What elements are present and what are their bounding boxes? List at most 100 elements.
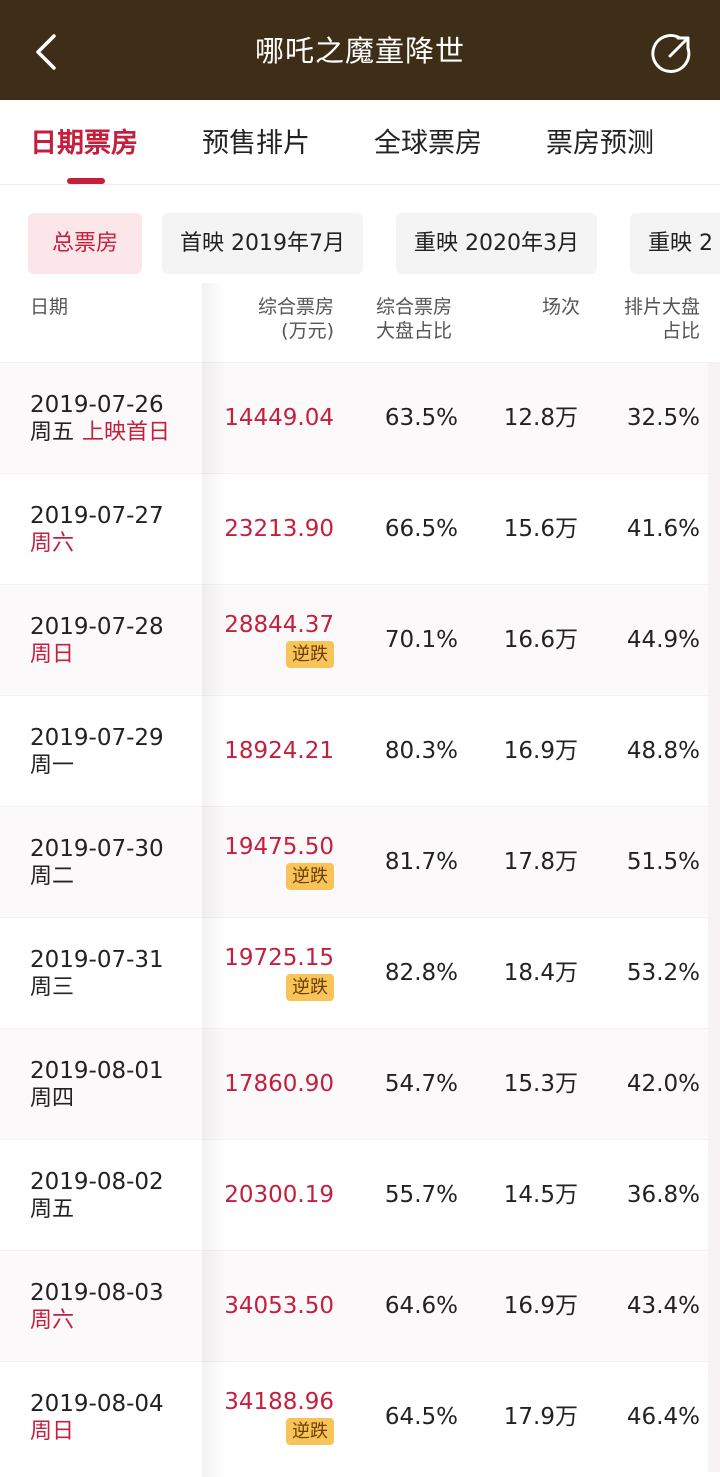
table-row[interactable]: 2019-07-28 周日 28844.37 逆跌 70.1% 16.6万 44.9% bbox=[0, 584, 720, 695]
row-weekday-label: 周六 bbox=[30, 531, 75, 556]
chip-rerelease-2020-03[interactable]: 重映 2020年3月 bbox=[396, 213, 597, 274]
col-header-box-office-line2: (万元) bbox=[281, 320, 334, 342]
chip-premiere-2019-07[interactable]: 首映 2019年7月 bbox=[162, 213, 363, 274]
col-header-market-share-line1: 综合票房 bbox=[376, 296, 453, 318]
col-header-slot-share-line2: 占比 bbox=[661, 320, 700, 342]
row-scroll-edge bbox=[708, 696, 720, 806]
row-weekday-label: 周日 bbox=[30, 642, 75, 667]
share-button[interactable] bbox=[650, 32, 694, 76]
date-cell: 2019-07-31 周三 bbox=[0, 918, 204, 1028]
row-shows: 15.3万 bbox=[503, 1071, 578, 1097]
row-scroll-edge bbox=[708, 1140, 720, 1250]
table-row[interactable]: 2019-08-04 周日 34188.96 逆跌 64.5% 17.9万 46.4% bbox=[0, 1361, 720, 1472]
row-market-share: 64.6% bbox=[384, 1293, 458, 1319]
tab-daily-box-office[interactable]: 日期票房 bbox=[30, 128, 138, 159]
back-button[interactable] bbox=[24, 30, 68, 74]
chevron-left-icon bbox=[36, 34, 56, 70]
table-header: 日期 综合票房 (万元) 综合票房 大盘占比 场次 排片大盘 占比 bbox=[0, 283, 720, 362]
tab-bar: 日期票房 预售排片 全球票房 票房预测 bbox=[0, 100, 720, 185]
col-header-slot-share: 排片大盘 占比 bbox=[624, 295, 700, 343]
table-row[interactable]: 2019-07-30 周二 19475.50 逆跌 81.7% 17.8万 51.5% bbox=[0, 806, 720, 917]
col-header-slot-share-line1: 排片大盘 bbox=[623, 296, 700, 318]
row-date: 2019-07-30 bbox=[30, 836, 164, 862]
col-header-market-share: 综合票房 大盘占比 bbox=[376, 295, 452, 343]
row-date: 2019-07-28 bbox=[30, 614, 164, 640]
reverse-rise-badge: 逆跌 bbox=[286, 974, 334, 1001]
reverse-rise-badge: 逆跌 bbox=[286, 641, 334, 668]
row-weekday: 周六 bbox=[30, 1307, 74, 1335]
tab-presale-schedule[interactable]: 预售排片 bbox=[202, 128, 310, 159]
row-market-share: 82.8% bbox=[384, 960, 458, 986]
row-shows: 16.6万 bbox=[503, 627, 578, 653]
row-scroll-edge bbox=[708, 585, 720, 695]
row-market-share: 80.3% bbox=[384, 738, 458, 764]
col-header-box-office: 综合票房 (万元) bbox=[258, 295, 334, 343]
active-tab-indicator bbox=[67, 178, 105, 184]
row-weekday-label: 周一 bbox=[30, 753, 75, 778]
row-box-office: 18924.21 bbox=[224, 738, 334, 764]
tab-global-box-office[interactable]: 全球票房 bbox=[374, 128, 482, 159]
table-row[interactable]: 2019-08-02 周五 20300.19 55.7% 14.5万 36.8% bbox=[0, 1139, 720, 1250]
row-market-share: 66.5% bbox=[384, 516, 458, 542]
row-box-office: 23213.90 bbox=[224, 516, 334, 542]
row-scroll-edge bbox=[708, 1029, 720, 1139]
row-shows: 16.9万 bbox=[503, 1293, 578, 1319]
row-slot-share: 51.5% bbox=[626, 849, 700, 875]
row-weekday: 周三 bbox=[30, 974, 74, 1002]
row-box-office: 19725.15 bbox=[224, 945, 334, 971]
row-date: 2019-07-31 bbox=[30, 947, 164, 973]
date-cell: 2019-07-29 周一 bbox=[0, 696, 204, 806]
row-slot-share: 43.4% bbox=[626, 1293, 700, 1319]
page-title: 哪吒之魔童降世 bbox=[254, 34, 465, 68]
row-slot-share: 42.0% bbox=[626, 1071, 700, 1097]
row-market-share: 64.5% bbox=[384, 1404, 458, 1430]
row-weekday-label: 周日 bbox=[30, 1419, 75, 1444]
row-market-share: 70.1% bbox=[384, 627, 458, 653]
col-header-shows: 场次 bbox=[541, 296, 580, 318]
row-shows: 17.8万 bbox=[503, 849, 578, 875]
row-box-office: 28844.37 bbox=[224, 612, 334, 638]
row-market-share: 54.7% bbox=[384, 1071, 458, 1097]
row-date: 2019-08-02 bbox=[30, 1169, 164, 1195]
chip-total-box-office[interactable]: 总票房 bbox=[28, 213, 142, 274]
chip-rerelease-more[interactable]: 重映 2 bbox=[630, 213, 720, 274]
table-body: 2019-07-26 周五 上映首日 14449.04 63.5% 12.8万 32.5% 2… bbox=[0, 362, 720, 1472]
row-market-share: 81.7% bbox=[384, 849, 458, 875]
row-scroll-edge bbox=[708, 363, 720, 473]
table-row[interactable]: 2019-08-01 周四 17860.90 54.7% 15.3万 42.0% bbox=[0, 1028, 720, 1139]
table-row[interactable]: 2019-07-27 周六 23213.90 66.5% 15.6万 41.6% bbox=[0, 473, 720, 584]
row-shows: 16.9万 bbox=[503, 738, 578, 764]
row-market-share: 55.7% bbox=[384, 1182, 458, 1208]
row-weekday: 周日 bbox=[30, 1418, 74, 1446]
row-slot-share: 32.5% bbox=[626, 405, 700, 431]
row-weekday: 周日 bbox=[30, 641, 74, 669]
table-row[interactable]: 2019-07-29 周一 18924.21 80.3% 16.9万 48.8% bbox=[0, 695, 720, 806]
row-shows: 18.4万 bbox=[503, 960, 578, 986]
row-scroll-edge bbox=[708, 474, 720, 584]
tab-box-office-forecast[interactable]: 票房预测 bbox=[546, 128, 654, 159]
box-office-table: 日期 综合票房 (万元) 综合票房 大盘占比 场次 排片大盘 占比 2019-0… bbox=[0, 283, 720, 1472]
row-weekday-label: 周三 bbox=[30, 975, 75, 1000]
row-slot-share: 36.8% bbox=[626, 1182, 700, 1208]
share-icon bbox=[651, 34, 691, 73]
row-date: 2019-08-01 bbox=[30, 1058, 164, 1084]
date-cell: 2019-08-04 周日 bbox=[0, 1362, 204, 1472]
row-shows: 15.6万 bbox=[503, 516, 578, 542]
row-scroll-edge bbox=[708, 1362, 720, 1472]
table-row[interactable]: 2019-07-31 周三 19725.15 逆跌 82.8% 18.4万 53.2% bbox=[0, 917, 720, 1028]
row-box-office: 19475.50 bbox=[224, 834, 334, 860]
row-weekday-label: 周四 bbox=[30, 1086, 75, 1111]
col-header-date: 日期 bbox=[30, 296, 69, 318]
row-slot-share: 44.9% bbox=[626, 627, 700, 653]
row-weekday: 周六 bbox=[30, 530, 74, 558]
row-date: 2019-07-26 bbox=[30, 392, 164, 418]
row-weekday: 周二 bbox=[30, 863, 74, 891]
row-scroll-edge bbox=[708, 918, 720, 1028]
row-scroll-edge bbox=[708, 807, 720, 917]
row-date: 2019-08-04 bbox=[30, 1391, 164, 1417]
row-box-office: 17860.90 bbox=[224, 1071, 334, 1097]
table-row[interactable]: 2019-07-26 周五 上映首日 14449.04 63.5% 12.8万 32.5% bbox=[0, 362, 720, 473]
table-row[interactable]: 2019-08-03 周六 34053.50 64.6% 16.9万 43.4% bbox=[0, 1250, 720, 1361]
row-weekday: 周四 bbox=[30, 1085, 74, 1113]
row-date: 2019-07-27 bbox=[30, 503, 164, 529]
